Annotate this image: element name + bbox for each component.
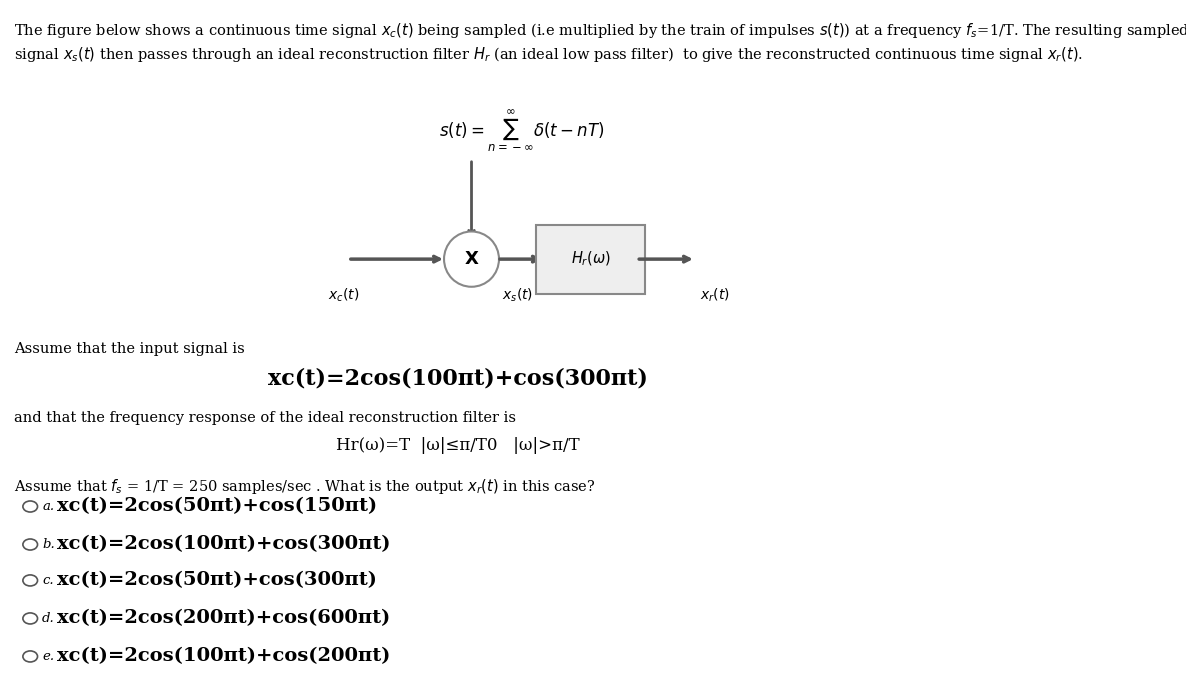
Text: xc(t)=2cos(50πt)+cos(300πt): xc(t)=2cos(50πt)+cos(300πt) [57,571,377,589]
Text: $x_s(t)$: $x_s(t)$ [502,287,533,304]
Text: xc(t)=2cos(200πt)+cos(600πt): xc(t)=2cos(200πt)+cos(600πt) [57,609,390,627]
Text: d.: d. [43,612,55,625]
Text: X: X [465,250,478,268]
Text: Assume that $f_s$ = 1/T = 250 samples/sec . What is the output $x_r(t)$ in this : Assume that $f_s$ = 1/T = 250 samples/se… [14,477,595,495]
Text: The figure below shows a continuous time signal $x_c(t)$ being sampled (i.e mult: The figure below shows a continuous time… [14,21,1186,39]
Text: and that the frequency response of the ideal reconstruction filter is: and that the frequency response of the i… [14,411,516,425]
Text: $H_r(\omega)$: $H_r(\omega)$ [570,250,611,268]
Text: c.: c. [43,574,53,587]
Text: b.: b. [43,538,55,551]
Text: xc(t)=2cos(50πt)+cos(150πt): xc(t)=2cos(50πt)+cos(150πt) [57,498,377,515]
FancyBboxPatch shape [536,225,645,294]
Text: $s(t) = \sum_{n=-\infty}^{\infty} \delta(t - nT)$: $s(t) = \sum_{n=-\infty}^{\infty} \delta… [440,107,605,153]
Text: Assume that the input signal is: Assume that the input signal is [14,342,244,356]
Ellipse shape [444,231,499,287]
Text: signal $x_s(t)$ then passes through an ideal reconstruction filter $H_r$ (an ide: signal $x_s(t)$ then passes through an i… [14,45,1083,64]
Text: $x_r(t)$: $x_r(t)$ [701,287,731,304]
Text: xc(t)=2cos(100πt)+cos(300πt): xc(t)=2cos(100πt)+cos(300πt) [268,368,648,390]
Text: a.: a. [43,500,55,513]
Text: e.: e. [43,650,55,663]
Text: $x_c(t)$: $x_c(t)$ [327,287,359,304]
Text: Hr(ω)=T  |ω|≤π/T0   |ω|>π/T: Hr(ω)=T |ω|≤π/T0 |ω|>π/T [336,437,580,454]
Text: xc(t)=2cos(100πt)+cos(300πt): xc(t)=2cos(100πt)+cos(300πt) [57,536,390,553]
Text: xc(t)=2cos(100πt)+cos(200πt): xc(t)=2cos(100πt)+cos(200πt) [57,647,390,665]
